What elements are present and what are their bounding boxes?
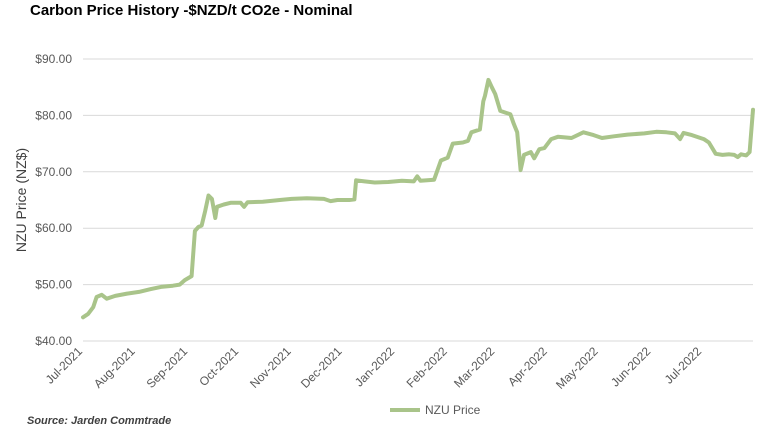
x-tick-label: Dec-2021 [298, 344, 345, 391]
x-tick-label: May-2022 [553, 344, 601, 392]
y-tick-label: $90.00 [35, 52, 72, 66]
source-note: Source: Jarden Commtrade [27, 415, 171, 427]
y-tick-label: $40.00 [35, 334, 72, 348]
chart-title: Carbon Price History -$NZD/t CO2e - Nomi… [30, 2, 353, 19]
y-tick-label: $70.00 [35, 165, 72, 179]
x-tick-label: Mar-2022 [451, 344, 497, 390]
series-line-nzu-price [81, 77, 755, 320]
x-tick-label: Jul-2022 [662, 344, 705, 387]
x-tick-label: Sep-2021 [144, 344, 191, 391]
series-layer [81, 77, 755, 320]
x-tick-label: Jun-2022 [608, 344, 654, 390]
x-axis-ticks: Jul-2021 Aug-2021 Sep-2021 Oct-2021 Nov-2021… [43, 344, 705, 392]
x-tick-label: Oct-2021 [196, 344, 241, 389]
x-tick-label: Apr-2022 [505, 344, 550, 389]
x-tick-label: Feb-2022 [404, 344, 450, 390]
y-axis-ticks: $40.00 $50.00 $60.00 $70.00 $80.00 $90.00 [35, 52, 72, 348]
x-tick-label: Nov-2021 [247, 344, 294, 391]
x-tick-label: Jul-2021 [43, 344, 86, 387]
x-tick-label: Jan-2022 [352, 344, 398, 390]
gridlines [83, 58, 753, 342]
x-tick-label: Aug-2021 [91, 344, 138, 391]
legend: NZU Price [390, 403, 481, 417]
legend-label-nzu-price: NZU Price [425, 403, 481, 417]
y-tick-label: $60.00 [35, 221, 72, 235]
y-tick-label: $80.00 [35, 108, 72, 122]
y-axis-label: NZU Price (NZ$) [13, 148, 29, 252]
y-tick-label: $50.00 [35, 278, 72, 292]
